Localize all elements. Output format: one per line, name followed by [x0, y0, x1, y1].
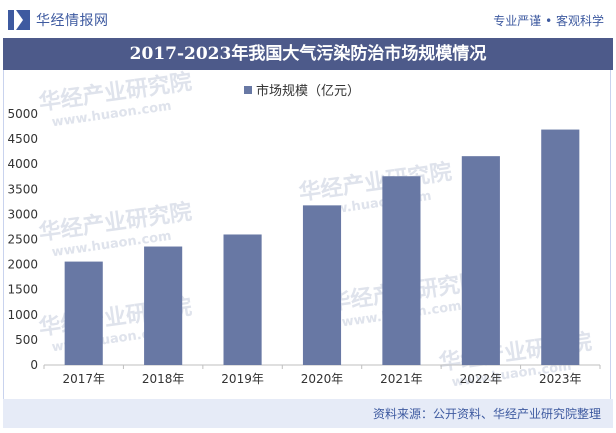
chart-title: 2017-2023年我国大气污染防治市场规模情况	[3, 38, 613, 70]
source-note: 资料来源：公开资料、华经产业研究院整理	[372, 407, 601, 421]
x-tick-label: 2019年	[221, 372, 264, 386]
bar	[144, 246, 183, 365]
bar	[64, 261, 103, 365]
y-tick-label: 3000	[7, 207, 38, 221]
y-tick-label: 3500	[7, 182, 38, 196]
brand-name: 华经情报网	[36, 13, 109, 29]
y-tick-label: 0	[30, 358, 38, 372]
x-tick-label: 2020年	[301, 372, 344, 386]
bar-chart: 华经产业研究院www.huaon.com华经产业研究院www.huaon.com…	[7, 70, 601, 390]
y-tick-label: 1500	[7, 283, 38, 297]
y-tick-label: 4000	[7, 157, 38, 171]
y-tick-label: 5000	[7, 107, 38, 121]
y-tick-label: 4500	[7, 132, 38, 146]
y-tick-label: 2500	[7, 233, 38, 247]
x-tick-label: 2021年	[380, 372, 423, 386]
bar	[223, 234, 262, 365]
legend-label: 市场规模（亿元）	[256, 83, 360, 99]
bar	[302, 205, 342, 365]
bar	[382, 176, 421, 365]
y-tick-label: 500	[15, 333, 38, 347]
x-tick-label: 2022年	[460, 372, 503, 386]
axis-layer: 0 500 1000 1500 2000 2500 3000 3500 4000 4500 5000	[7, 107, 600, 372]
bar	[461, 156, 500, 365]
footer: 资料来源：公开资料、华经产业研究院整理	[3, 399, 613, 428]
slogan: 专业严谨 • 客观科学	[493, 14, 604, 28]
top-bar: 华经情报网 专业严谨 • 客观科学	[0, 0, 616, 37]
legend: 市场规模（亿元）	[244, 83, 360, 99]
x-tick-label: 2023年	[539, 372, 582, 386]
bars-layer: 2017年 2018年 2019年 2020年 2021年 2022年 2023年	[43, 129, 601, 386]
bar	[541, 129, 580, 365]
y-tick-label: 2000	[7, 258, 38, 272]
x-tick-label: 2018年	[142, 372, 185, 386]
y-tick-label: 1000	[7, 308, 38, 322]
x-tick-label: 2017年	[62, 372, 105, 386]
logo-icon	[8, 10, 30, 30]
legend-swatch	[244, 86, 252, 94]
